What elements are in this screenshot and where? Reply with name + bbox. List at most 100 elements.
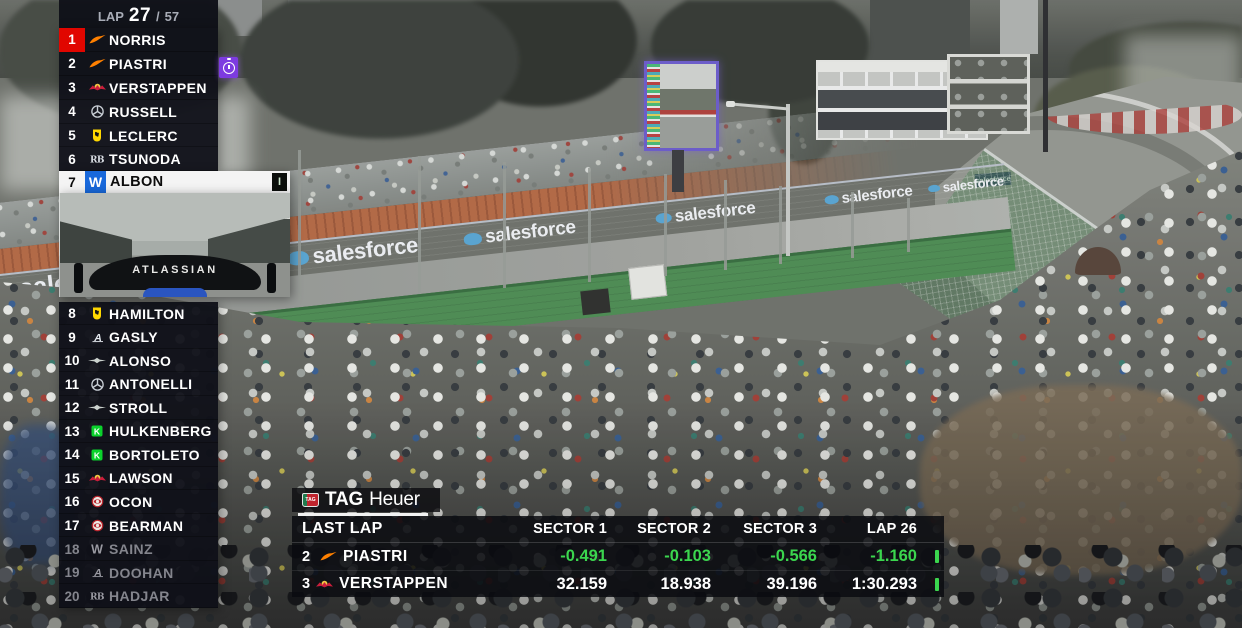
mercedes-logo [85, 100, 109, 124]
driver-name: ANTONELLI [109, 376, 193, 393]
tower-row-p20: 20 RB HADJAR [59, 584, 218, 608]
wing-endplate [267, 263, 276, 294]
mclaren-logo [85, 52, 109, 76]
panel-header: LAST LAP SECTOR 1 SECTOR 2 SECTOR 3 LAP … [292, 516, 944, 543]
position-number: 8 [68, 306, 76, 322]
position-number: 6 [68, 151, 76, 167]
cloud-icon [927, 183, 941, 193]
tower-row-p17: 17 BEARMAN [59, 514, 218, 538]
driver-name: GASLY [109, 329, 158, 346]
williams-logo: W [85, 171, 106, 194]
svg-text:RB: RB [90, 593, 105, 602]
indicator-cell [917, 550, 944, 563]
salesforce-banner: salesforce [927, 173, 1004, 196]
svg-text:A: A [93, 567, 102, 578]
driver-name: DOOHAN [109, 564, 174, 581]
redbull-logo [85, 467, 109, 491]
driver-name: RUSSELL [109, 103, 178, 120]
tower-row-p11: 11 ANTONELLI [59, 372, 218, 396]
salesforce-banner: salesforce [655, 198, 757, 229]
column-sector1: SECTOR 1 [533, 521, 607, 537]
astonmartin-logo [85, 396, 109, 420]
position-number: 16 [64, 494, 80, 510]
position-number: 3 [68, 80, 76, 96]
tower-row-p12: 12 STROLL [59, 396, 218, 420]
redbull-logo [316, 579, 334, 590]
last-lap-panel: LAST LAP SECTOR 1 SECTOR 2 SECTOR 3 LAP … [292, 516, 944, 597]
astonmartin-logo [85, 349, 109, 373]
driver-name: BEARMAN [109, 517, 184, 534]
tower-row-p6: 6 RB TSUNODA [59, 147, 218, 171]
sponsor-brand-bold: TAG [325, 489, 364, 510]
banner-text: salesforce [673, 197, 757, 226]
position-number: 20 [64, 588, 80, 604]
timing-tower: LAP 27 / 57 1 NORRIS 2 PIASTRI 3 VERSTAPPEN 4 R… [59, 0, 290, 608]
fence-post [664, 174, 667, 276]
sector1-value: -0.491 [560, 547, 607, 565]
rear-wing-sponsor: ATLASSIAN [132, 263, 218, 276]
haas-logo [85, 514, 109, 538]
sector3-value: -0.566 [770, 547, 817, 565]
position-number: 13 [64, 423, 80, 439]
banner-text: salesforce [941, 173, 1005, 195]
rear-wing: ATLASSIAN [89, 255, 261, 291]
driver-name: PIASTRI [109, 55, 168, 72]
video-screen [644, 61, 719, 151]
redbull-logo [85, 76, 109, 100]
fence-post [418, 156, 421, 294]
tower-row-p15: 15 LAWSON [59, 467, 218, 491]
position-number: 10 [64, 353, 80, 369]
sector2-value: -0.103 [664, 547, 711, 565]
last-lap-row-piastri: 2 PIASTRI -0.491 -0.103 -0.566 -1.160 [292, 543, 944, 570]
driver-name: TSUNODA [109, 151, 182, 168]
racingbulls-logo: RB [85, 147, 109, 171]
column-sector3: SECTOR 3 [743, 521, 817, 537]
driver-name: SAINZ [109, 541, 153, 558]
tower-row-selected: 7 W ALBON I [59, 171, 290, 194]
tower-row-p3: 3 VERSTAPPEN [59, 76, 218, 100]
tower-row-p16: 16 OCON [59, 490, 218, 514]
pole [1043, 0, 1048, 152]
banner-text: salesforce [484, 216, 577, 248]
kicksauber-logo: K [85, 420, 109, 444]
driver-name: LAWSON [109, 470, 173, 487]
tower-row-p9: 9 A GASLY [59, 325, 218, 349]
driver-cell: 2 PIASTRI [292, 548, 432, 566]
scaffold-stand [947, 54, 1030, 134]
driver-name: OCON [109, 493, 153, 510]
lap-value: 1:30.293 [851, 574, 917, 593]
current-lap: 27 [128, 5, 152, 26]
driver-name: HAMILTON [109, 305, 185, 322]
sponsor-tab: TAG TAG Heuer [292, 488, 440, 516]
driver-name: STROLL [109, 399, 168, 416]
williams-logo: W [85, 537, 109, 561]
cloud-icon [463, 232, 483, 246]
lap-indicator-bar [935, 577, 939, 591]
haas-logo [85, 490, 109, 514]
position-number: 3 [302, 576, 311, 592]
driver-cell: 3 VERSTAPPEN [292, 575, 448, 593]
driver-name: BORTOLETO [109, 446, 200, 463]
racingbulls-logo: RB [85, 584, 109, 608]
kicksauber-logo: K [85, 443, 109, 467]
fence-post [724, 180, 727, 270]
alpine-logo: A [85, 561, 109, 585]
equipment-box [627, 264, 668, 300]
sector1-value: 32.159 [556, 574, 607, 593]
tower-row-p19: 19 A DOOHAN [59, 561, 218, 585]
position-number: 14 [64, 447, 80, 463]
position-number: 2 [68, 56, 76, 72]
tower-row-p8: 8 HAMILTON [59, 302, 218, 326]
position-number: 7 [68, 174, 76, 190]
mclaren-logo [85, 28, 109, 52]
tower-rows-bottom: 8 HAMILTON 9 A GASLY 10 ALONSO 11 ANTONELLI 12 STR… [59, 301, 218, 608]
tower-row-p18: 18 W SAINZ [59, 537, 218, 561]
fence-post [298, 150, 301, 300]
position-number: 17 [64, 518, 80, 534]
position-number: 11 [64, 376, 80, 392]
driver-name: LECLERC [109, 127, 178, 144]
ferrari-logo [85, 302, 109, 326]
ferrari-logo [85, 124, 109, 148]
total-laps: 57 [164, 9, 180, 24]
fence-post [851, 192, 854, 258]
